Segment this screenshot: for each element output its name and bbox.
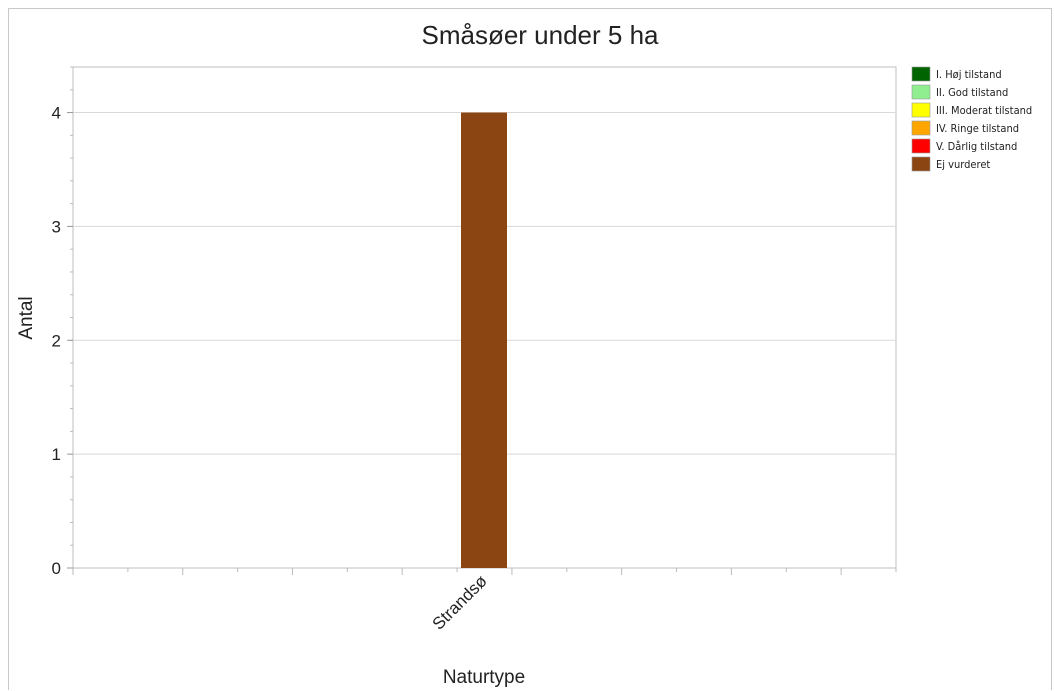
- legend-swatch: [911, 120, 931, 136]
- legend-swatch: [911, 156, 931, 172]
- bars: [461, 112, 507, 568]
- y-tick-label: 2: [52, 331, 61, 350]
- legend-entry: V. Dårlig tilstand: [936, 140, 1017, 153]
- legend-swatch: [911, 102, 931, 118]
- bar: [461, 112, 507, 568]
- y-tick-label: 1: [52, 445, 61, 464]
- x-axis-label: Naturtype: [443, 667, 525, 688]
- legend-swatch: [911, 66, 931, 82]
- y-tick-label: 0: [52, 559, 61, 578]
- y-axis-label: Antal: [16, 296, 37, 339]
- legend-entry: II. God tilstand: [936, 86, 1008, 99]
- legend-swatch: [911, 138, 931, 154]
- y-axis-ticks: 0 1 2 3 4: [52, 104, 73, 578]
- legend-entry: Ej vurderet: [936, 158, 990, 171]
- chart-title: Småsøer under 5 ha: [421, 20, 659, 50]
- legend: I. Høj tilstand II. God tilstand III. Mode…: [911, 66, 1032, 172]
- legend-swatch: [911, 84, 931, 100]
- legend-entry: I. Høj tilstand: [936, 68, 1002, 81]
- y-tick-label: 4: [52, 104, 61, 123]
- legend-entry: IV. Ringe tilstand: [936, 122, 1019, 135]
- x-axis-ticks: Strandsø: [429, 571, 491, 633]
- y-tick-label: 3: [52, 217, 61, 236]
- legend-entry: III. Moderat tilstand: [936, 104, 1032, 117]
- x-tick-label: Strandsø: [429, 571, 491, 633]
